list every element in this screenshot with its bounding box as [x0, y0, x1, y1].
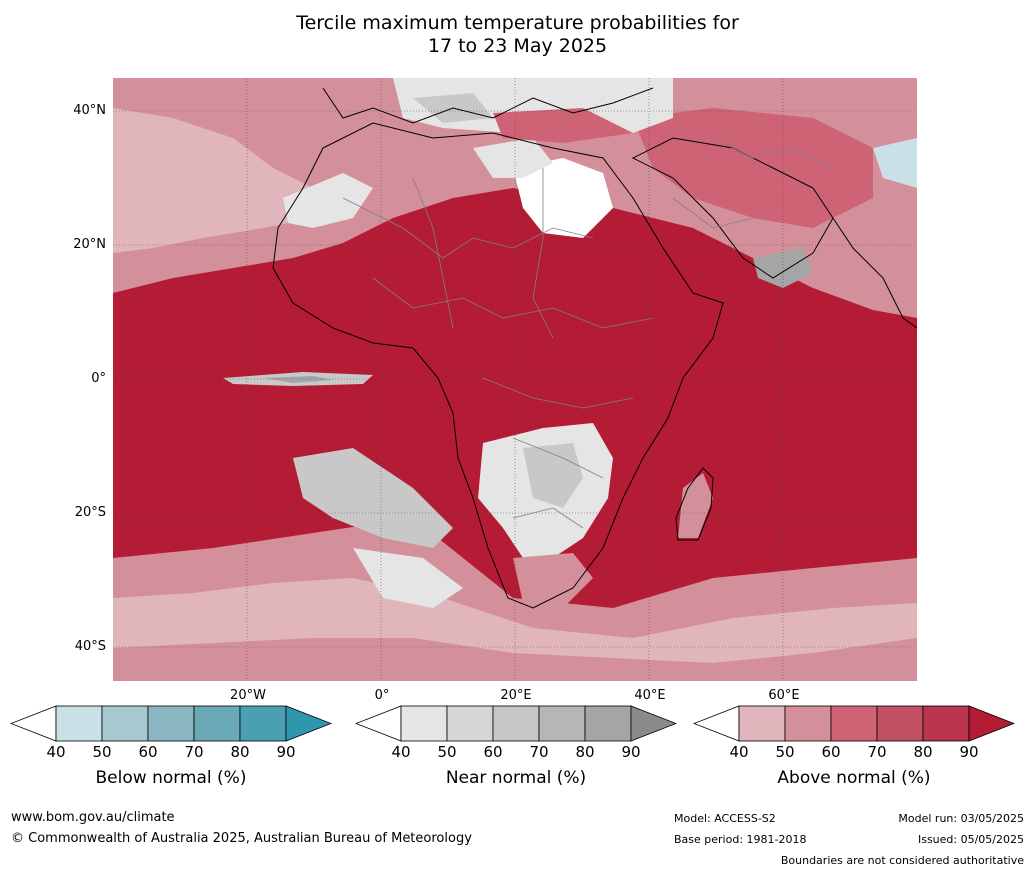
lon-label-20w: 20°W [230, 688, 266, 703]
map-gridlines [113, 78, 917, 681]
southern-ocean-above-50 [113, 578, 917, 663]
colorbar-segment [492, 705, 540, 742]
near-tick-90: 90 [621, 743, 641, 761]
near-tick-70: 70 [529, 743, 549, 761]
footer-copyright: © Commonwealth of Australia 2025, Austra… [11, 831, 472, 846]
footer-model: Model: ACCESS-S2 [674, 812, 776, 825]
lon-label-40e: 40°E [634, 688, 666, 703]
colorbar-below-normal [10, 705, 332, 742]
mediterranean-above-70 [493, 108, 633, 143]
colorbar-segment [239, 705, 287, 742]
colorbar-below-high-extend [285, 705, 332, 742]
equatorial-atlantic-near-normal-dark [263, 376, 333, 383]
arabia-coastline [631, 137, 834, 279]
lat-label-equator: 0° [91, 371, 106, 386]
below-tick-40: 40 [46, 743, 66, 761]
colorbar-segment [830, 705, 878, 742]
above-tick-40: 40 [729, 743, 749, 761]
lat-label-20n: 20°N [73, 237, 106, 252]
below-tick-70: 70 [184, 743, 204, 761]
colorbar-segment [101, 705, 149, 742]
colorbar-near-segments [400, 705, 632, 742]
south-africa-above-60 [513, 553, 593, 608]
probability-map [113, 78, 917, 681]
map-title-line2: 17 to 23 May 2025 [427, 35, 608, 57]
footer-disclaimer: Boundaries are not considered authoritat… [780, 854, 1024, 867]
above-tick-90: 90 [959, 743, 979, 761]
colorbar-above-low-extend [693, 705, 740, 742]
footer-website: www.bom.gov.au/climate [11, 810, 175, 825]
northwest-africa-near-normal [283, 173, 373, 228]
colorbar-segment [538, 705, 586, 742]
footer-issued: Issued: 05/05/2025 [917, 833, 1024, 846]
colorbar-segment [876, 705, 924, 742]
colorbar-segment [784, 705, 832, 742]
map-title-line1: Tercile maximum temperature probabilitie… [296, 12, 739, 34]
near-tick-60: 60 [483, 743, 503, 761]
footer-model-run: Model run: 03/05/2025 [898, 812, 1024, 825]
colorbar-below-segments [55, 705, 287, 742]
above-tick-80: 80 [913, 743, 933, 761]
europe-coastline [322, 87, 654, 124]
south-atlantic-near-normal-light [353, 548, 463, 608]
colorbar-near-title: Near normal (%) [445, 768, 587, 788]
colorbar-segment [584, 705, 632, 742]
sahara-near-normal-grey [473, 138, 553, 178]
east-below-normal [873, 138, 917, 188]
lat-label-40n: 40°N [73, 103, 106, 118]
colorbar-segment [193, 705, 241, 742]
india-coastline [832, 217, 917, 329]
country-borders [342, 137, 834, 529]
near-tick-40: 40 [391, 743, 411, 761]
footer-base-period: Base period: 1981-2018 [674, 833, 807, 846]
below-tick-60: 60 [138, 743, 158, 761]
colorbar-above-title: Above normal (%) [777, 768, 931, 788]
africa-coastline [272, 122, 724, 609]
colorbar-near-normal [355, 705, 677, 742]
colorbar-segment [55, 705, 103, 742]
sahara-near-normal [513, 158, 613, 238]
southern-africa-near-normal-dark [523, 443, 583, 508]
above-tick-70: 70 [867, 743, 887, 761]
colorbar-above-normal [693, 705, 1015, 742]
below-tick-90: 90 [276, 743, 296, 761]
lon-label-20e: 20°E [500, 688, 532, 703]
madagascar-coastline [675, 467, 714, 541]
colorbar-above-high-extend [968, 705, 1015, 742]
colorbar-segment [400, 705, 448, 742]
lat-label-40s: 40°S [74, 639, 106, 654]
lon-label-60e: 60°E [768, 688, 800, 703]
colorbar-segment [147, 705, 195, 742]
colorbar-segment [446, 705, 494, 742]
colorbar-near-low-extend [355, 705, 402, 742]
lon-label-0: 0° [374, 688, 390, 703]
south-atlantic-near-normal [293, 448, 453, 548]
colorbar-near-high-extend [630, 705, 677, 742]
colorbar-above-segments [738, 705, 970, 742]
above-tick-60: 60 [821, 743, 841, 761]
above-tick-50: 50 [775, 743, 795, 761]
below-tick-50: 50 [92, 743, 112, 761]
madagascar-above-60 [678, 473, 713, 538]
lat-label-20s: 20°S [74, 505, 106, 520]
colorbar-below-title: Below normal (%) [95, 768, 247, 788]
near-tick-80: 80 [575, 743, 595, 761]
below-tick-80: 80 [230, 743, 250, 761]
colorbar-segment [922, 705, 970, 742]
colorbar-segment [738, 705, 786, 742]
near-tick-50: 50 [437, 743, 457, 761]
colorbar-below-low-extend [10, 705, 57, 742]
